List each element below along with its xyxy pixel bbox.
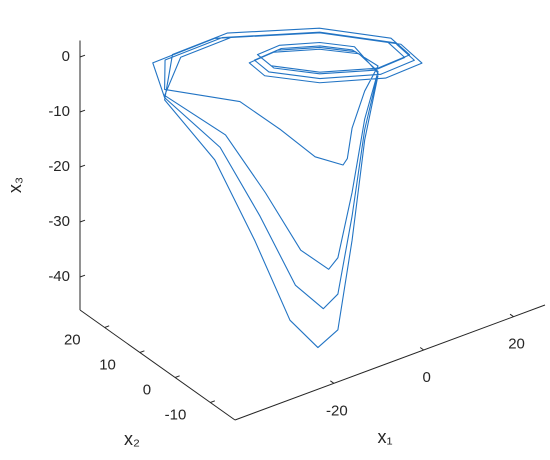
- x-tick: [330, 380, 335, 384]
- z-axis-title: x₃: [5, 177, 25, 193]
- z-tick-label: 0: [62, 48, 70, 65]
- y-tick-label: 20: [64, 331, 81, 348]
- y-axis: [79, 309, 236, 421]
- z-tick: [79, 219, 86, 223]
- y-tick-label: -10: [165, 406, 187, 423]
- y-tick: [104, 325, 110, 328]
- z-tick-label: -30: [48, 213, 70, 230]
- y-tick: [210, 400, 216, 403]
- trajectory: [152, 27, 423, 349]
- x-tick-label: 0: [423, 369, 431, 386]
- x-tick: [419, 347, 424, 351]
- z-tick-label: -40: [48, 268, 70, 285]
- x-tick: [509, 313, 514, 318]
- y-axis-title: x₂: [124, 429, 140, 449]
- z-tick: [79, 54, 86, 58]
- y-tick: [139, 350, 145, 353]
- x-tick-label: -20: [326, 402, 348, 419]
- z-tick: [79, 274, 86, 278]
- z-tick: [79, 164, 86, 168]
- z-tick-label: -10: [48, 103, 70, 120]
- y-tick: [174, 375, 180, 378]
- y-tick-label: 0: [143, 381, 151, 398]
- z-tick-label: -20: [48, 158, 70, 175]
- x-axis-title: x₁: [377, 427, 392, 447]
- y-tick-label: 10: [99, 356, 116, 373]
- z-tick: [79, 109, 86, 113]
- x-tick-label: 20: [508, 336, 525, 353]
- x-axis: [234, 304, 546, 421]
